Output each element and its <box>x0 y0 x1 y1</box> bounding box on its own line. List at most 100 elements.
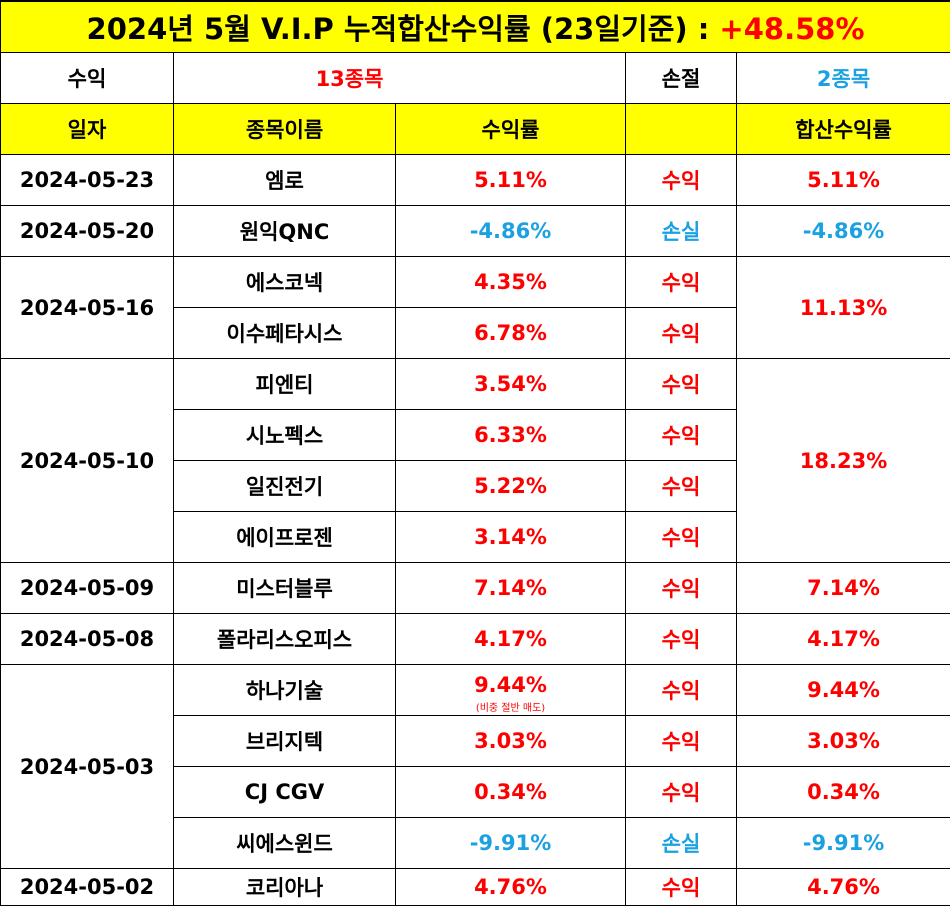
row-rate-note: (비중 절반 매도) <box>396 699 625 714</box>
header-result <box>626 104 737 155</box>
group-total: 11.13% <box>737 257 950 359</box>
row-result-badge: 수익 <box>626 665 737 716</box>
row-stock-name: 에스코넥 <box>174 257 396 308</box>
row-result-badge: 수익 <box>626 359 737 410</box>
row-result-badge: 손실 <box>626 818 737 869</box>
header-row: 일자 종목이름 수익률 합산수익률 <box>1 104 950 155</box>
row-rate: 7.14% <box>396 563 626 614</box>
loss-label: 손절 <box>626 53 737 104</box>
row-rate: 5.11% <box>396 155 626 206</box>
group-total: 4.76% <box>737 869 950 906</box>
row-date: 2024-05-03 <box>1 665 174 869</box>
row-date: 2024-05-20 <box>1 206 174 257</box>
header-total: 합산수익률 <box>737 104 950 155</box>
row-result-badge: 수익 <box>626 563 737 614</box>
row-total: 0.34% <box>737 767 950 818</box>
row-date: 2024-05-23 <box>1 155 174 206</box>
row-stock-name: CJ CGV <box>174 767 396 818</box>
loss-count: 2종목 <box>737 53 950 104</box>
profit-label: 수익 <box>1 53 174 104</box>
page-title: 2024년 5월 V.I.P 누적합산수익률 (23일기준) : +48.58% <box>1 1 950 53</box>
row-stock-name: 브리지텍 <box>174 716 396 767</box>
row-rate-value: 0.34% <box>474 780 547 804</box>
row-rate-value: 5.11% <box>474 168 547 192</box>
row-total: 9.44% <box>737 665 950 716</box>
row-rate-value: 4.17% <box>474 627 547 651</box>
row-rate-value: 7.14% <box>474 576 547 600</box>
row-rate-value: 6.33% <box>474 423 547 447</box>
row-rate: 3.54% <box>396 359 626 410</box>
title-total-value: +48.58% <box>719 12 864 46</box>
row-date: 2024-05-10 <box>1 359 174 563</box>
row-rate-value: 3.14% <box>474 525 547 549</box>
row-stock-name: 피엔티 <box>174 359 396 410</box>
profit-count-text: 13종목 <box>316 67 384 91</box>
title-text: 2024년 5월 V.I.P 누적합산수익률 (23일기준) : <box>87 12 720 46</box>
header-rate: 수익률 <box>396 104 626 155</box>
row-rate-value: 4.76% <box>474 875 547 899</box>
row-rate-value: 5.22% <box>474 474 547 498</box>
row-rate-value: 4.35% <box>474 270 547 294</box>
header-name: 종목이름 <box>174 104 396 155</box>
row-stock-name: 폴라리스오피스 <box>174 614 396 665</box>
row-total: -9.91% <box>737 818 950 869</box>
row-stock-name: 엠로 <box>174 155 396 206</box>
row-rate: 4.35% <box>396 257 626 308</box>
row-result-badge: 손실 <box>626 206 737 257</box>
row-rate: 3.03% <box>396 716 626 767</box>
row-total: 3.03% <box>737 716 950 767</box>
row-rate-value: -4.86% <box>470 219 552 243</box>
row-rate-value: 3.54% <box>474 372 547 396</box>
row-rate: 6.33% <box>396 410 626 461</box>
group-total: 18.23% <box>737 359 950 563</box>
row-result-badge: 수익 <box>626 869 737 906</box>
group-total: -4.86% <box>737 206 950 257</box>
row-rate: -9.91% <box>396 818 626 869</box>
row-stock-name: 하나기술 <box>174 665 396 716</box>
row-stock-name: 시노펙스 <box>174 410 396 461</box>
row-result-badge: 수익 <box>626 461 737 512</box>
title-row: 2024년 5월 V.I.P 누적합산수익률 (23일기준) : +48.58% <box>1 1 950 53</box>
row-stock-name: 원익QNC <box>174 206 396 257</box>
row-date: 2024-05-16 <box>1 257 174 359</box>
row-stock-name: 코리아나 <box>174 869 396 906</box>
row-rate: 4.76% <box>396 869 626 906</box>
row-stock-name: 일진전기 <box>174 461 396 512</box>
group-total: 7.14% <box>737 563 950 614</box>
row-result-badge: 수익 <box>626 512 737 563</box>
row-stock-name: 씨에스윈드 <box>174 818 396 869</box>
row-result-badge: 수익 <box>626 257 737 308</box>
row-rate: 4.17% <box>396 614 626 665</box>
row-rate: 0.34% <box>396 767 626 818</box>
row-stock-name: 이수페타시스 <box>174 308 396 359</box>
row-rate: 6.78% <box>396 308 626 359</box>
row-rate-value: 6.78% <box>474 321 547 345</box>
row-date: 2024-05-09 <box>1 563 174 614</box>
row-rate: 3.14% <box>396 512 626 563</box>
row-rate: 9.44%(비중 절반 매도) <box>396 665 626 716</box>
summary-row: 수익 13종목 손절 2종목 <box>1 53 950 104</box>
row-rate: -4.86% <box>396 206 626 257</box>
profit-count: 13종목 <box>174 53 626 104</box>
row-stock-name: 미스터블루 <box>174 563 396 614</box>
row-result-badge: 수익 <box>626 410 737 461</box>
row-rate-value: -9.91% <box>470 831 552 855</box>
row-result-badge: 수익 <box>626 767 737 818</box>
row-date: 2024-05-08 <box>1 614 174 665</box>
row-date: 2024-05-02 <box>1 869 174 906</box>
row-result-badge: 수익 <box>626 716 737 767</box>
header-date: 일자 <box>1 104 174 155</box>
group-total: 5.11% <box>737 155 950 206</box>
row-stock-name: 에이프로젠 <box>174 512 396 563</box>
row-result-badge: 수익 <box>626 308 737 359</box>
row-result-badge: 수익 <box>626 614 737 665</box>
